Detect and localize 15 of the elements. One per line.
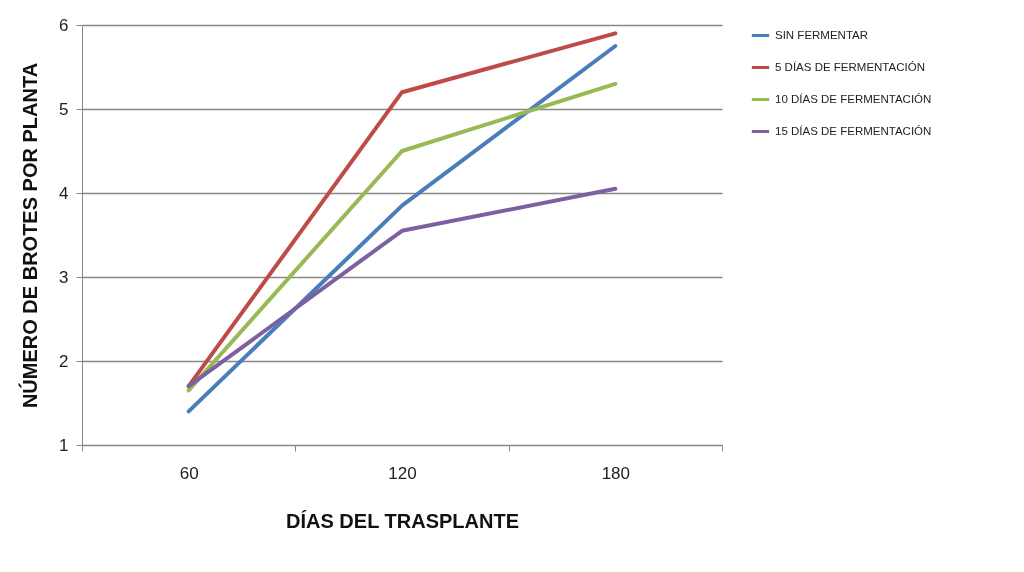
y-tick-label: 1 [59, 435, 69, 455]
y-tick-label: 6 [59, 15, 69, 35]
legend-label: 15 DÍAS DE FERMENTACIÓN [775, 124, 932, 137]
y-tick-label: 5 [59, 99, 69, 119]
y-axis-title: NÚMERO DE BROTES POR PLANTA [18, 62, 42, 409]
x-tick-label: 180 [601, 463, 631, 483]
legend-label: 10 DÍAS DE FERMENTACIÓN [775, 92, 932, 105]
y-tick-label: 2 [59, 351, 69, 371]
y-tick-label: 3 [59, 267, 69, 287]
legend-label: SIN FERMENTAR [775, 28, 869, 41]
x-axis-title: DÍAS DEL TRASPLANTE [286, 509, 519, 532]
y-tick-label: 4 [59, 183, 69, 203]
x-tick-label: 60 [179, 463, 199, 483]
x-tick-label: 120 [388, 463, 417, 483]
legend-label: 5 DÍAS DE FERMENTACIÓN [775, 60, 925, 73]
